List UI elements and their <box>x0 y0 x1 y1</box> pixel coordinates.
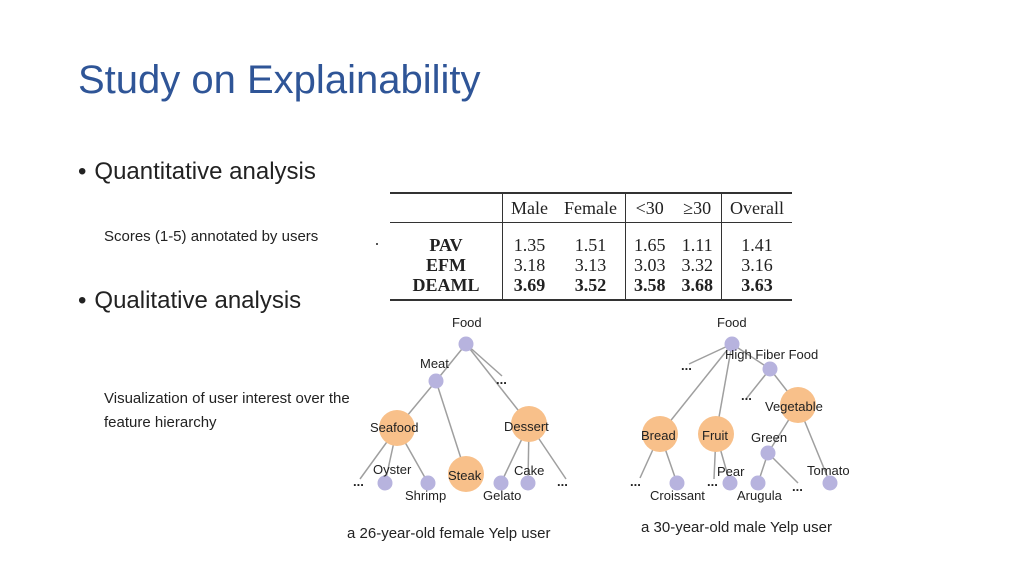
table-row: PAV 1.35 1.51 1.65 1.11 1.41 <box>390 222 792 255</box>
tree-node-arugula <box>750 475 766 491</box>
tree-label-steak: Steak <box>448 468 482 483</box>
tree-ellipsis: ... <box>681 358 692 373</box>
tree-node-steak <box>448 456 484 492</box>
tree-label-cake: Cake <box>514 463 544 478</box>
tree-label-high-fiber-food: High Fiber Food <box>725 347 818 362</box>
table-header-cell: ≥30 <box>673 193 722 223</box>
tree-node-tomato <box>822 475 838 491</box>
tree-label-vegetable: Vegetable <box>765 399 823 414</box>
tree-node-cake <box>520 475 536 491</box>
tree-node-meat <box>428 373 444 389</box>
table-method-cell: DEAML <box>390 275 503 301</box>
tree-node-oyster <box>377 475 393 491</box>
slide-title: Study on Explainability <box>78 58 481 102</box>
table-cell: 1.35 <box>501 222 556 255</box>
tree-node-dessert <box>511 406 547 442</box>
tree-label-fruit: Fruit <box>702 428 728 443</box>
tree-node-food <box>458 336 474 352</box>
tree-label-croissant: Croissant <box>650 488 705 503</box>
tree-label-meat: Meat <box>420 356 449 371</box>
tree-label-green: Green <box>751 430 787 445</box>
tree-node-croissant <box>669 475 685 491</box>
tree-ellipsis: ... <box>496 372 507 387</box>
table-header-row: Male Female <30 ≥30 Overall <box>390 193 792 223</box>
table-cell: 1.65 <box>624 222 674 255</box>
tree-node-vegetable <box>780 387 816 423</box>
tree-label-dessert: Dessert <box>504 419 549 434</box>
tree-node-green <box>760 445 776 461</box>
table-method-cell: PAV <box>429 235 463 255</box>
table-cell: 1.11 <box>681 235 713 255</box>
tree-label-pear: Pear <box>717 464 745 479</box>
table-cell: 3.16 <box>720 255 792 275</box>
table-cell: 3.69 <box>501 275 556 301</box>
tree-label-gelato: Gelato <box>483 488 521 503</box>
table-header-cell <box>390 193 503 223</box>
table-header-cell: Female <box>555 193 626 223</box>
tree-node-food <box>724 336 740 352</box>
tree-label-food: Food <box>452 315 482 330</box>
table-cell: 3.68 <box>673 275 722 301</box>
table-cell: 3.58 <box>624 275 674 301</box>
tree-ellipsis: ... <box>630 474 641 489</box>
caption-female-user: a 26-year-old female Yelp user <box>347 525 551 542</box>
tree-label-food: Food <box>717 315 747 330</box>
tree-label-tomato: Tomato <box>807 463 850 478</box>
bullet-quantitative-label: Quantitative analysis <box>94 158 316 185</box>
table-cell: 3.52 <box>555 275 626 301</box>
bullet-qualitative: • Qualitative analysis <box>78 287 301 315</box>
tree-node-high-fiber-food <box>762 361 778 377</box>
visualization-note: Visualization of user interest over the … <box>104 390 350 431</box>
bullet-dot-icon: • <box>78 158 87 185</box>
tree-node-shrimp <box>420 475 436 491</box>
table-method-cell: EFM <box>426 255 466 275</box>
tree-node-pear <box>722 475 738 491</box>
bullet-dot-icon: • <box>78 287 87 314</box>
tree-ellipsis: ... <box>707 474 718 489</box>
tree-ellipsis: ... <box>353 474 364 489</box>
table-row: DEAML 3.69 3.52 3.58 3.68 3.63 <box>390 275 792 301</box>
tree-label-bread: Bread <box>641 428 676 443</box>
table-cell: 3.03 <box>624 255 674 275</box>
tree-label-arugula: Arugula <box>737 488 783 503</box>
tree-node-bread <box>642 416 678 452</box>
stray-dot <box>376 243 378 245</box>
tree-ellipsis: ... <box>557 474 568 489</box>
table-cell: 3.13 <box>574 255 607 275</box>
tree-label-seafood: Seafood <box>370 420 418 435</box>
tree-node-fruit <box>698 416 734 452</box>
caption-male-user: a 30-year-old male Yelp user <box>641 519 832 536</box>
table-cell: 3.32 <box>681 255 713 275</box>
table-row: EFM 3.18 3.13 3.03 3.32 3.16 <box>390 255 792 275</box>
table-cell: 1.41 <box>720 222 792 255</box>
tree-node-seafood <box>379 410 415 446</box>
tree-label-shrimp: Shrimp <box>405 488 446 503</box>
table-cell: 1.51 <box>574 235 607 255</box>
bullet-qualitative-label: Qualitative analysis <box>94 287 302 314</box>
tree-label-oyster: Oyster <box>373 462 412 477</box>
bullet-quantitative: • Quantitative analysis <box>78 158 316 186</box>
scores-table: Male Female <30 ≥30 Overall PAV 1.35 1.5… <box>390 192 792 301</box>
tree-ellipsis: ... <box>741 388 752 403</box>
table-cell: 3.63 <box>720 275 792 301</box>
table-header-cell: Male <box>501 193 556 223</box>
tree-ellipsis: ... <box>792 479 803 494</box>
tree-node-gelato <box>493 475 509 491</box>
table-cell: 3.18 <box>501 255 556 275</box>
scores-note: Scores (1-5) annotated by users <box>104 228 319 245</box>
table-header-cell: Overall <box>720 193 792 223</box>
table-header-cell: <30 <box>624 193 674 223</box>
